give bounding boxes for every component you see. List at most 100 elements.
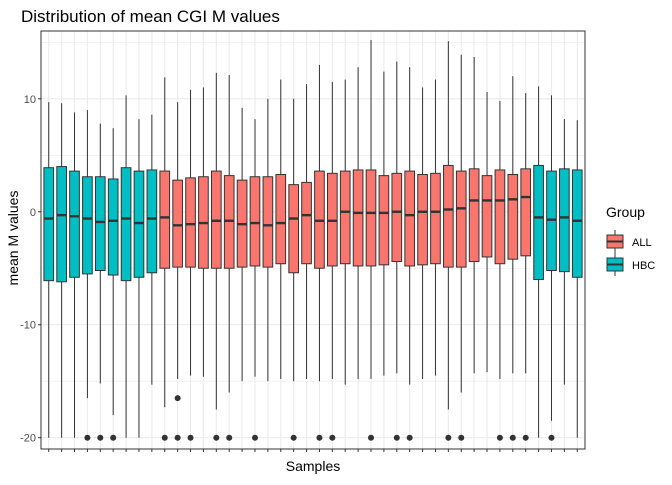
box-sample-34 (468, 56, 480, 374)
box-sample-13 (198, 87, 209, 377)
outlier-point (406, 434, 413, 441)
box-iqr (520, 168, 532, 257)
box-iqr (262, 176, 274, 268)
box-iqr (494, 169, 506, 265)
box-iqr (352, 169, 364, 267)
box-sample-9 (146, 114, 158, 385)
outlier-point (329, 434, 336, 441)
box-sample-36 (494, 101, 506, 441)
box-iqr (481, 175, 493, 258)
y-axis-label: mean M values (5, 191, 21, 286)
box-sample-18 (262, 98, 274, 382)
outlier-point (548, 434, 555, 441)
box-iqr (107, 178, 119, 276)
box-sample-32 (443, 41, 454, 441)
x-axis-label: Samples (286, 458, 340, 474)
box-iqr (43, 167, 55, 282)
box-sample-28 (391, 61, 403, 441)
box-sample-31 (430, 79, 441, 376)
legend-label: ALL (632, 237, 652, 249)
box-iqr (559, 168, 570, 273)
box-sample-17 (249, 119, 261, 441)
box-sample-25 (352, 67, 364, 379)
legend-entry-all: ALL (606, 230, 652, 253)
box-sample-6 (107, 128, 119, 441)
outlier-point (110, 434, 117, 441)
outlier-point (187, 434, 194, 441)
box-iqr (172, 179, 183, 268)
box-iqr (94, 176, 106, 272)
outlier-point (226, 434, 233, 441)
outlier-point (522, 434, 529, 441)
y-tick-label: 0 (30, 207, 36, 219)
y-tick-label: -20 (20, 433, 36, 445)
box-sample-30 (417, 87, 428, 379)
panel-background (41, 31, 585, 449)
box-sample-2 (56, 103, 67, 438)
box-iqr (378, 175, 390, 266)
box-iqr (391, 172, 403, 262)
box-iqr (288, 184, 299, 274)
outlier-point (174, 395, 181, 402)
box-iqr (571, 169, 583, 278)
box-iqr (69, 170, 80, 278)
outlier-point (84, 434, 91, 441)
box-iqr (533, 164, 544, 281)
outlier-point (509, 434, 516, 441)
outlier-point (458, 434, 465, 441)
outlier-point (496, 434, 503, 441)
box-sample-39 (533, 86, 544, 438)
box-sample-38 (520, 93, 532, 441)
box-iqr (301, 181, 312, 265)
box-sample-3 (69, 112, 80, 438)
box-iqr (249, 176, 261, 267)
y-tick-label: -10 (20, 320, 36, 332)
box-sample-21 (301, 84, 312, 379)
box-sample-26 (365, 40, 377, 441)
box-iqr (56, 166, 67, 283)
box-sample-37 (507, 76, 519, 441)
box-iqr (404, 170, 416, 267)
legend-entries: ALL HBC (606, 230, 655, 276)
box-sample-14 (210, 72, 222, 441)
outlier-point (290, 434, 297, 441)
box-iqr (455, 170, 467, 268)
outlier-point (445, 434, 452, 441)
outlier-point (97, 434, 104, 441)
box-sample-10 (159, 77, 171, 441)
box-sample-27 (378, 71, 390, 376)
box-iqr (120, 167, 132, 282)
box-sample-5 (94, 123, 106, 441)
outlier-point (316, 434, 323, 441)
box-iqr (365, 169, 377, 267)
legend-entry-hbc: HBC (606, 253, 655, 276)
box-sample-4 (82, 110, 93, 441)
box-sample-11 (172, 102, 183, 441)
panel-border (40, 30, 586, 450)
box-iqr (82, 176, 93, 275)
box-sample-23 (327, 81, 338, 441)
box-sample-35 (481, 92, 493, 373)
box-sample-20 (288, 98, 299, 441)
legend-title: Group (606, 204, 645, 220)
outlier-point (213, 434, 220, 441)
box-sample-24 (339, 79, 351, 385)
chart-title: Distribution of mean CGI M values (21, 7, 280, 26)
box-iqr (185, 177, 196, 268)
box-sample-40 (546, 95, 557, 441)
box-sample-22 (314, 64, 325, 441)
outlier-point (393, 434, 400, 441)
y-tick-label: 10 (24, 94, 36, 106)
box-sample-29 (404, 67, 416, 441)
box-iqr (468, 168, 480, 262)
legend-label: HBC (632, 260, 655, 272)
box-sample-8 (133, 119, 145, 438)
box-sample-42 (571, 120, 583, 438)
box-sample-41 (559, 119, 570, 385)
outlier-point (174, 434, 181, 441)
axis-layer: 10 0 -10 -20 (20, 94, 578, 452)
outlier-point (161, 434, 168, 441)
box-iqr (275, 173, 287, 265)
